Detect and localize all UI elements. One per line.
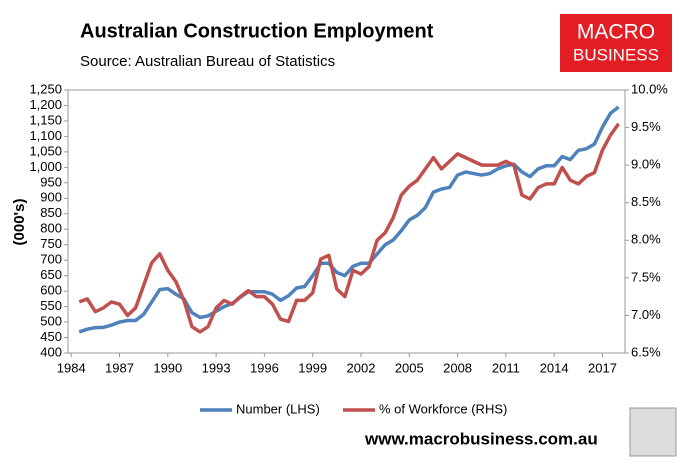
y-tick-label: 850 (40, 205, 62, 220)
legend-label: % of Workforce (RHS) (379, 401, 507, 416)
y-tick-label: 1,000 (29, 159, 62, 174)
y-tick-label: 950 (40, 174, 62, 189)
y2-tick-label: 9.5% (631, 119, 661, 134)
y2-tick-label: 6.5% (631, 344, 661, 359)
x-tick-label: 1987 (105, 360, 134, 375)
y-tick-label: 1,050 (29, 143, 62, 158)
y-axis-label: (000's) (11, 199, 28, 246)
logo-text: BUSINESS (573, 45, 659, 64)
y2-tick-label: 7.5% (631, 269, 661, 284)
y-tick-label: 750 (40, 236, 62, 251)
y-tick-label: 550 (40, 298, 62, 313)
series-line (78, 122, 620, 334)
logo-box (560, 14, 672, 72)
x-tick-label: 1999 (298, 360, 327, 375)
x-tick-label: 2005 (395, 360, 424, 375)
chart-subtitle: Source: Australian Bureau of Statistics (80, 53, 335, 70)
y-tick-label: 600 (40, 283, 62, 298)
x-tick-label: 1996 (250, 360, 279, 375)
legend-label: Number (LHS) (236, 401, 320, 416)
y-tick-label: 1,150 (29, 112, 62, 127)
x-tick-label: 2008 (443, 360, 472, 375)
y-tick-label: 650 (40, 267, 62, 282)
plot-frame (67, 89, 626, 354)
y-tick-label: 500 (40, 313, 62, 328)
x-tick-label: 2011 (492, 360, 520, 375)
series-line (78, 105, 620, 334)
y2-tick-label: 9.0% (631, 157, 661, 172)
y2-tick-label: 7.0% (631, 307, 661, 322)
y-tick-label: 700 (40, 252, 62, 267)
footer: www.macrobusiness.com.au (364, 429, 598, 448)
x-tick-label: 2014 (540, 360, 569, 375)
logo-text: MACRO (577, 21, 655, 44)
y-tick-label: 400 (40, 344, 62, 359)
y2-tick-label: 8.0% (631, 232, 661, 247)
y-tick-label: 450 (40, 329, 62, 344)
x-tick-label: 2017 (588, 360, 617, 375)
y-tick-label: 1,100 (29, 128, 62, 143)
chart-title: Australian Construction Employment (80, 20, 434, 42)
x-tick-label: 1984 (57, 360, 86, 375)
logo-image (629, 407, 677, 457)
x-tick-label: 2002 (347, 360, 376, 375)
y-tick-label: 900 (40, 190, 62, 205)
x-tick-label: 1990 (153, 360, 182, 375)
y-tick-label: 800 (40, 221, 62, 236)
y-tick-label: 1,200 (29, 97, 62, 112)
y2-tick-label: 8.5% (631, 194, 661, 209)
x-tick-label: 1993 (202, 360, 231, 375)
y2-tick-label: 10.0% (631, 81, 668, 96)
y-tick-label: 1,250 (29, 81, 62, 96)
